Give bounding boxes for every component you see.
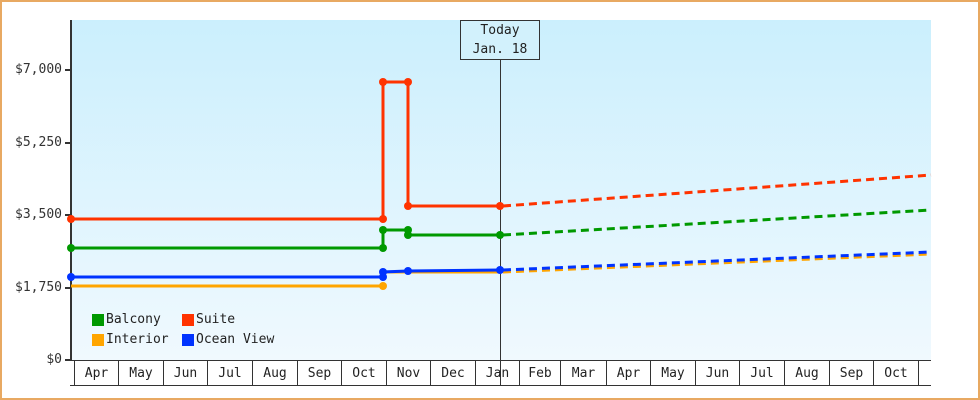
month-label: Jan: [485, 366, 510, 381]
balcony-swatch-icon: [92, 313, 104, 326]
interior-swatch-icon: [92, 333, 104, 346]
y-tick-label: $0: [46, 352, 62, 367]
y-tick-label: $7,000: [15, 62, 62, 77]
month-label: Apr: [616, 366, 641, 381]
series-suite: [67, 78, 932, 223]
month-label: Aug: [795, 366, 819, 381]
month-label: Jun: [173, 366, 198, 381]
month-label: Oct: [352, 366, 376, 381]
legend-label: Interior: [106, 332, 169, 347]
legend-item-suite[interactable]: Suite: [182, 312, 235, 327]
month-label: May: [661, 366, 685, 381]
month-label: Mar: [571, 366, 596, 381]
month-label: Feb: [528, 366, 552, 381]
suite-swatch-icon: [182, 313, 194, 326]
month-label: Sep: [307, 366, 332, 381]
y-tick-label: $1,750: [15, 280, 62, 295]
legend-label: Suite: [196, 312, 236, 327]
ocean-view-swatch-icon: [182, 333, 194, 346]
today-date: Jan. 18: [472, 42, 528, 57]
month-label: Jul: [750, 366, 774, 381]
legend-label: Ocean View: [196, 332, 275, 347]
legend-item-interior[interactable]: Interior: [92, 332, 169, 347]
series-balcony: [67, 208, 932, 252]
month-label: Jul: [218, 366, 242, 381]
month-label: Apr: [84, 366, 109, 381]
month-label: Nov: [396, 366, 421, 381]
month-label: Sep: [839, 366, 864, 381]
month-label: Aug: [263, 366, 287, 381]
month-label: Dec: [441, 366, 465, 381]
y-tick-label: $3,500: [15, 207, 62, 222]
month-label: Oct: [884, 366, 908, 381]
today-marker: Today Jan. 18: [460, 20, 540, 60]
today-label: Today: [480, 23, 520, 38]
series-ocean-view: [67, 250, 932, 281]
month-label: Jun: [705, 366, 730, 381]
legend-label: Balcony: [106, 312, 161, 327]
legend-item-ocean-view[interactable]: Ocean View: [182, 332, 274, 347]
y-tick-label: $5,250: [15, 135, 62, 150]
legend-item-balcony[interactable]: Balcony: [92, 312, 161, 327]
month-label: May: [129, 366, 153, 381]
